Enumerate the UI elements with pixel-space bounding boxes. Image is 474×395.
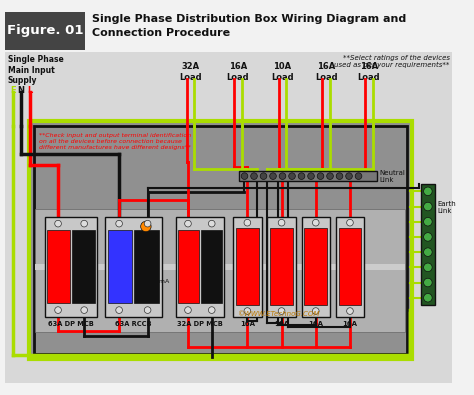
- Circle shape: [424, 248, 432, 256]
- Circle shape: [251, 173, 257, 179]
- Circle shape: [346, 219, 353, 226]
- Bar: [239, 171, 376, 181]
- Text: L: L: [27, 86, 32, 95]
- Text: Single Phase Distribution Box Wiring Diagram and
Connection Procedure: Single Phase Distribution Box Wiring Dia…: [92, 14, 407, 38]
- Bar: [29, 121, 412, 359]
- Bar: [72, 230, 95, 303]
- Circle shape: [336, 173, 343, 179]
- Bar: [304, 228, 327, 305]
- Bar: [5, 52, 452, 383]
- Bar: [201, 230, 222, 303]
- Bar: [236, 228, 259, 305]
- Bar: [270, 228, 293, 305]
- Circle shape: [278, 308, 285, 314]
- Bar: [301, 217, 330, 317]
- Bar: [47, 230, 70, 303]
- Text: 16A: 16A: [240, 322, 255, 327]
- Circle shape: [209, 307, 215, 313]
- Circle shape: [185, 307, 191, 313]
- Circle shape: [355, 173, 362, 179]
- Circle shape: [278, 219, 285, 226]
- Circle shape: [144, 220, 151, 227]
- Circle shape: [185, 220, 191, 227]
- Bar: [233, 217, 262, 317]
- Circle shape: [424, 293, 432, 302]
- Bar: [338, 228, 361, 305]
- Circle shape: [209, 220, 215, 227]
- Circle shape: [260, 173, 267, 179]
- Circle shape: [289, 173, 295, 179]
- Circle shape: [141, 221, 151, 232]
- Text: 32A
Load: 32A Load: [179, 62, 201, 81]
- Circle shape: [144, 307, 151, 313]
- Bar: [36, 263, 405, 270]
- Circle shape: [298, 173, 305, 179]
- Bar: [421, 184, 435, 305]
- Circle shape: [116, 307, 122, 313]
- Circle shape: [424, 278, 432, 287]
- Text: 10A: 10A: [274, 322, 289, 327]
- Bar: [134, 230, 159, 303]
- Circle shape: [424, 233, 432, 241]
- Bar: [336, 217, 364, 317]
- Text: ©WWW.ETechnoG.COM: ©WWW.ETechnoG.COM: [237, 311, 320, 317]
- Bar: [36, 209, 405, 332]
- Bar: [108, 230, 132, 303]
- Circle shape: [279, 173, 286, 179]
- Text: Earth
Link: Earth Link: [438, 201, 456, 214]
- Text: N: N: [18, 86, 25, 95]
- Circle shape: [55, 220, 61, 227]
- Circle shape: [116, 220, 122, 227]
- Circle shape: [312, 308, 319, 314]
- Circle shape: [424, 187, 432, 196]
- Circle shape: [424, 202, 432, 211]
- Circle shape: [312, 219, 319, 226]
- Text: 63A DP MCB: 63A DP MCB: [48, 322, 94, 327]
- Circle shape: [346, 173, 352, 179]
- Text: 16A
Load: 16A Load: [358, 62, 380, 81]
- Bar: [34, 126, 407, 354]
- Circle shape: [424, 263, 432, 272]
- Circle shape: [244, 308, 251, 314]
- Text: Figure. 01: Figure. 01: [7, 24, 83, 37]
- Circle shape: [346, 308, 353, 314]
- Circle shape: [244, 219, 251, 226]
- Circle shape: [327, 173, 333, 179]
- Text: **Select ratings of the devices
used as per your requirements**: **Select ratings of the devices used as …: [334, 55, 450, 68]
- Bar: [45, 217, 97, 317]
- Text: Neutral
Link: Neutral Link: [379, 169, 405, 182]
- Circle shape: [424, 218, 432, 226]
- Text: 63A RCCB: 63A RCCB: [115, 322, 152, 327]
- Circle shape: [55, 307, 61, 313]
- Bar: [176, 217, 224, 317]
- Circle shape: [81, 307, 88, 313]
- Text: **Check input and output terminal identification
on all the devices before conne: **Check input and output terminal identi…: [39, 134, 191, 150]
- Bar: [267, 217, 296, 317]
- Text: E: E: [10, 86, 16, 95]
- Circle shape: [308, 173, 314, 179]
- Circle shape: [317, 173, 324, 179]
- Text: 16A: 16A: [343, 322, 357, 327]
- Circle shape: [81, 220, 88, 227]
- Text: 16A
Load: 16A Load: [227, 62, 249, 81]
- Bar: [105, 217, 162, 317]
- Text: 10A
Load: 10A Load: [271, 62, 294, 81]
- Text: 16A: 16A: [308, 322, 323, 327]
- Text: 16A
Load: 16A Load: [315, 62, 337, 81]
- Bar: [178, 230, 199, 303]
- Bar: [5, 12, 85, 50]
- Circle shape: [270, 173, 276, 179]
- Text: 30mA: 30mA: [152, 279, 170, 284]
- Text: Single Phase
Main Input
Supply: Single Phase Main Input Supply: [8, 55, 64, 85]
- Circle shape: [241, 173, 248, 179]
- Text: 32A DP MCB: 32A DP MCB: [177, 322, 223, 327]
